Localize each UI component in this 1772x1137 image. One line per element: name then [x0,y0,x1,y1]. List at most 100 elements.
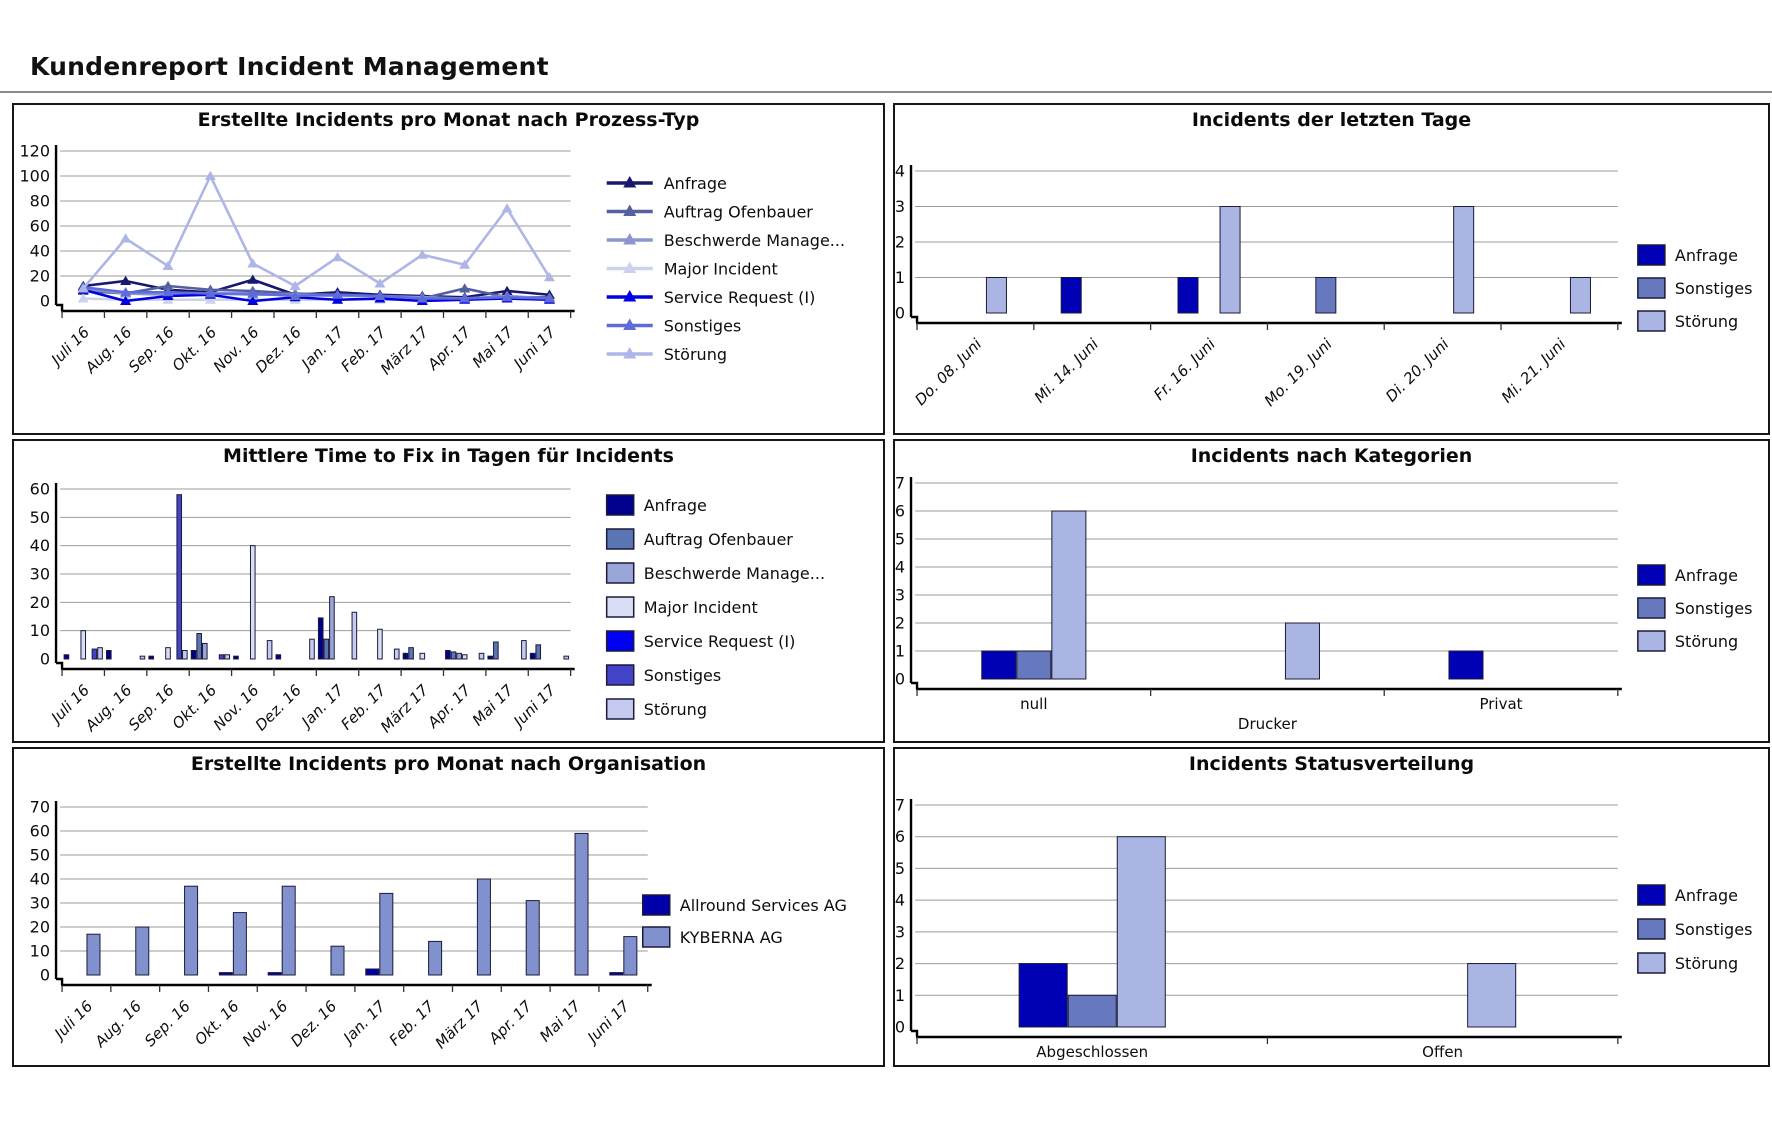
svg-text:1: 1 [895,986,905,1005]
svg-text:Dez. 16: Dez. 16 [287,997,340,1050]
svg-text:Juli 16: Juli 16 [49,997,96,1044]
svg-text:4: 4 [895,558,905,577]
bar-chart-incidents-statusverteilung: 0 1 2 3 4 5 6 7 Abgeschlossen Offen Anfrage Sonstig… [895,796,1752,1061]
svg-text:0: 0 [40,650,50,669]
svg-text:4: 4 [895,162,905,181]
svg-text:Aug. 16: Aug. 16 [81,681,135,735]
svg-text:Jan. 17: Jan. 17 [296,323,348,375]
panel-incidents-statusverteilung: Incidents Statusverteilung 0 1 2 3 4 5 6 7 Abges… [893,747,1770,1067]
svg-text:Störung: Störung [1675,954,1738,973]
svg-text:0: 0 [895,304,905,323]
svg-text:Dez. 16: Dez. 16 [252,681,305,734]
svg-text:4: 4 [895,891,905,910]
svg-text:Okt. 16: Okt. 16 [191,997,243,1049]
svg-text:KYBERNA AG: KYBERNA AG [680,928,783,947]
svg-text:7: 7 [895,474,905,493]
svg-text:40: 40 [30,242,50,261]
svg-text:Sonstiges: Sonstiges [664,317,742,336]
page-title: Kundenreport Incident Management [30,52,549,81]
svg-text:30: 30 [30,894,50,913]
svg-text:Anfrage: Anfrage [1675,246,1738,265]
svg-text:5: 5 [895,859,905,878]
svg-text:Störung: Störung [1675,632,1738,651]
svg-text:Mai 17: Mai 17 [536,997,585,1045]
panel-incidents-nach-kategorien: Incidents nach Kategorien 0 1 2 3 4 5 6 7 null Dr… [893,439,1770,743]
svg-text:März 17: März 17 [377,323,433,378]
svg-text:Jan. 17: Jan. 17 [338,997,390,1049]
svg-text:Feb. 17: Feb. 17 [386,997,439,1050]
svg-text:50: 50 [30,508,50,527]
svg-text:Dez. 16: Dez. 16 [252,323,305,376]
svg-text:70: 70 [30,798,50,817]
svg-text:Di. 20. Juni: Di. 20. Juni [1382,335,1453,406]
svg-text:40: 40 [30,870,50,889]
svg-text:60: 60 [30,480,50,499]
svg-text:20: 20 [30,918,50,937]
svg-text:Störung: Störung [1675,312,1738,331]
svg-text:März 17: März 17 [377,681,433,736]
chart-title-kategorien: Incidents nach Kategorien [1190,445,1473,467]
svg-text:20: 20 [30,593,50,612]
svg-text:1: 1 [895,268,905,287]
panel-incidents-pro-monat-organisation: Erstellte Incidents pro Monat nach Organ… [12,747,885,1067]
svg-text:3: 3 [895,586,905,605]
svg-text:Juni 17: Juni 17 [508,681,560,733]
svg-text:Nov. 16: Nov. 16 [210,681,263,734]
svg-text:Apr. 17: Apr. 17 [484,997,535,1048]
svg-text:Anfrage: Anfrage [644,496,707,515]
svg-text:80: 80 [30,192,50,211]
svg-text:Apr. 17: Apr. 17 [423,323,474,374]
svg-text:Mai 17: Mai 17 [469,323,518,371]
svg-text:7: 7 [895,796,905,815]
svg-text:Beschwerde Manage...: Beschwerde Manage... [664,231,845,250]
svg-text:Drucker: Drucker [1238,715,1298,733]
svg-text:Mo. 19. Juni: Mo. 19. Juni [1261,335,1337,410]
svg-text:6: 6 [895,827,905,846]
svg-text:Anfrage: Anfrage [664,174,727,193]
dashboard-grid: Erstellte Incidents pro Monat nach Proze… [12,103,1772,1067]
svg-text:1: 1 [895,642,905,661]
svg-text:20: 20 [30,267,50,286]
svg-text:Allround Services AG: Allround Services AG [680,896,847,915]
svg-text:60: 60 [30,217,50,236]
svg-text:Störung: Störung [644,700,707,719]
svg-text:Do. 08. Juni: Do. 08. Juni [911,335,986,409]
svg-text:10: 10 [30,621,50,640]
svg-text:0: 0 [40,292,50,311]
svg-text:2: 2 [895,954,905,973]
svg-text:Sep. 16: Sep. 16 [125,681,178,734]
svg-text:Mi. 14. Juni: Mi. 14. Juni [1031,335,1103,407]
svg-text:120: 120 [19,142,50,161]
svg-text:Auftrag Ofenbauer: Auftrag Ofenbauer [644,530,794,549]
svg-text:Sonstiges: Sonstiges [644,666,722,685]
svg-text:März 17: März 17 [432,997,488,1052]
svg-text:Störung: Störung [664,345,727,364]
svg-text:10: 10 [30,942,50,961]
svg-text:Beschwerde Manage...: Beschwerde Manage... [644,564,825,583]
svg-text:Auftrag Ofenbauer: Auftrag Ofenbauer [664,203,814,222]
svg-text:Privat: Privat [1479,695,1522,713]
svg-text:2: 2 [895,614,905,633]
chart-title-time-to-fix: Mittlere Time to Fix in Tagen für Incide… [223,445,674,467]
svg-text:Major Incident: Major Incident [664,260,778,279]
svg-text:Mai 17: Mai 17 [469,681,518,729]
svg-text:Jan. 17: Jan. 17 [296,681,348,733]
svg-text:50: 50 [30,846,50,865]
svg-text:Nov. 16: Nov. 16 [210,323,263,376]
svg-text:Mi. 21. Juni: Mi. 21. Juni [1498,335,1570,407]
svg-text:Fr. 16. Juni: Fr. 16. Juni [1150,335,1219,404]
svg-text:0: 0 [895,1018,905,1037]
svg-text:Service Request (I): Service Request (I) [644,632,796,651]
svg-text:30: 30 [30,565,50,584]
chart-title-prozess-typ: Erstellte Incidents pro Monat nach Proze… [197,109,700,131]
svg-text:Service Request (I): Service Request (I) [664,288,816,307]
panel-mittlere-time-to-fix: Mittlere Time to Fix in Tagen für Incide… [12,439,885,743]
svg-text:Offen: Offen [1422,1043,1463,1061]
svg-text:6: 6 [895,502,905,521]
svg-text:Sonstiges: Sonstiges [1675,599,1753,618]
svg-text:Nov. 16: Nov. 16 [239,997,292,1050]
svg-text:Juni 17: Juni 17 [582,997,634,1049]
svg-text:0: 0 [895,670,905,689]
